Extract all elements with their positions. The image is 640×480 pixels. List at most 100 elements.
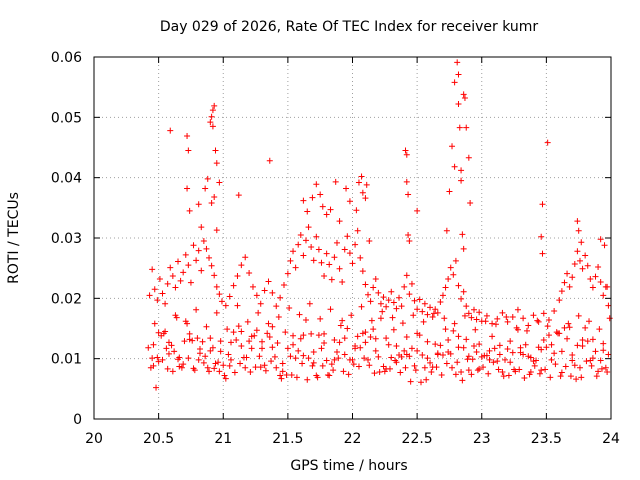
data-point (460, 344, 467, 351)
data-point (421, 364, 428, 371)
data-point (246, 338, 253, 345)
data-point (341, 335, 348, 342)
data-point (262, 367, 269, 374)
data-point (168, 342, 175, 349)
data-point (427, 304, 434, 311)
grid-lines (94, 57, 611, 419)
data-point (359, 189, 366, 196)
data-point (523, 327, 530, 334)
y-tick-label: 0.04 (51, 171, 82, 187)
data-point (175, 258, 182, 265)
data-point (545, 317, 552, 324)
x-tick-label: 23.5 (531, 431, 562, 447)
data-point (375, 289, 382, 296)
data-point (315, 332, 322, 339)
data-point (242, 254, 249, 261)
data-point (527, 354, 534, 361)
data-point (458, 368, 465, 375)
data-point (385, 341, 392, 348)
data-point (376, 368, 383, 375)
data-point (185, 262, 192, 269)
data-point (520, 315, 527, 322)
data-point (200, 238, 207, 245)
data-point (234, 273, 241, 280)
data-point (256, 353, 263, 360)
data-point (604, 283, 611, 290)
data-point (447, 350, 454, 357)
data-point (476, 365, 483, 372)
data-point (574, 342, 581, 349)
data-point (544, 139, 551, 146)
data-point (216, 291, 223, 298)
data-point (354, 227, 361, 234)
data-point (269, 289, 276, 296)
data-point (547, 374, 554, 381)
data-point (296, 311, 303, 318)
data-point (365, 291, 372, 298)
data-point (366, 238, 373, 245)
data-point (437, 342, 444, 349)
data-point (208, 262, 215, 269)
data-point (564, 335, 571, 342)
data-point (211, 193, 218, 200)
data-point (292, 355, 299, 362)
data-point (199, 338, 206, 345)
data-point (150, 341, 157, 348)
data-point (405, 231, 412, 238)
data-point (206, 368, 213, 375)
data-point (278, 375, 285, 382)
data-point (359, 330, 366, 337)
data-point (558, 348, 565, 355)
data-point (317, 315, 324, 322)
data-point (184, 133, 191, 140)
data-point (176, 354, 183, 361)
data-point (326, 372, 333, 379)
data-point (339, 279, 346, 286)
x-tick-label: 21 (214, 431, 232, 447)
data-point (231, 369, 238, 376)
data-point (349, 356, 356, 363)
data-point (438, 371, 445, 378)
data-point (265, 320, 272, 327)
data-point (213, 227, 220, 234)
data-point (163, 345, 170, 352)
data-point (454, 359, 461, 366)
data-point (562, 363, 569, 370)
data-point (526, 371, 533, 378)
data-point (215, 359, 222, 366)
data-point (277, 372, 284, 379)
data-point (507, 359, 514, 366)
data-point (399, 320, 406, 327)
data-point (476, 341, 483, 348)
data-point (492, 321, 499, 328)
data-point (155, 329, 162, 336)
data-point (418, 379, 425, 386)
data-point (357, 344, 364, 351)
data-point (578, 239, 585, 246)
data-point (172, 284, 179, 291)
data-point (321, 339, 328, 346)
data-point (259, 345, 266, 352)
x-tick-labels: 20 20.5 21 21.5 22 22.5 23 23.5 24 (85, 431, 620, 447)
data-point (408, 345, 415, 352)
data-point (261, 287, 268, 294)
data-point (328, 361, 335, 368)
data-point (574, 248, 581, 255)
data-point (442, 326, 449, 333)
data-point (561, 324, 568, 331)
data-point (412, 367, 419, 374)
data-point (392, 357, 399, 364)
x-axis-label: GPS time / hours (290, 458, 407, 474)
data-point (576, 257, 583, 264)
data-point (411, 362, 418, 369)
data-point (181, 338, 188, 345)
data-point (496, 351, 503, 358)
data-points (145, 59, 613, 391)
data-point (465, 154, 472, 161)
data-point (469, 356, 476, 363)
data-point (204, 364, 211, 371)
data-point (473, 316, 480, 323)
data-point (208, 113, 215, 120)
data-point (525, 322, 532, 329)
data-point (584, 262, 591, 269)
